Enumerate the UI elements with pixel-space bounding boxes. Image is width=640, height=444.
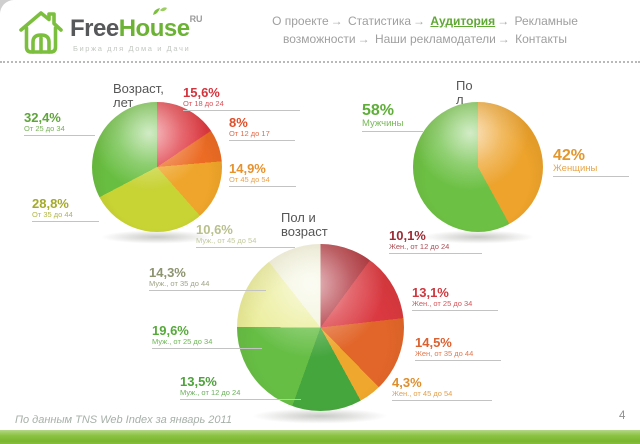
pie-label-men-45-54: 10,6% Муж., от 45 до 54 (196, 223, 295, 248)
house-logo-icon (19, 11, 63, 54)
nav-arrow-icon: → (497, 31, 510, 46)
nav-item-ad-options[interactable]: Рекламные возможности (283, 14, 578, 46)
nav-arrow-icon: → (330, 14, 343, 28)
pie-shadow (250, 408, 390, 424)
pie-label-women-35-44: 14,5% Жен, от 35 до 44 (415, 336, 501, 361)
chart-title-gender-age: Пол и возраст (281, 210, 328, 239)
pie-chart-gender-age (237, 244, 404, 411)
main-nav: О проекте → Статистика → Аудитория → Реклам… (235, 13, 615, 48)
pie-label-age-12-17: 8% От 12 до 17 (229, 116, 295, 141)
dotted-divider (0, 61, 640, 63)
pie-shadow (420, 230, 536, 244)
pie-label-women-25-34: 13,1% Жен., от 25 до 34 (412, 286, 498, 311)
pie-label-women: 42% Женщины (553, 148, 629, 177)
nav-arrow-icon: → (497, 14, 510, 28)
pie-label-women-45-54: 4,3% Жен., от 45 до 54 (392, 376, 492, 401)
pie-label-age-35-44: 28,8% От 35 до 44 (32, 197, 99, 222)
chart-title-gender: Пол (456, 78, 473, 107)
nav-item-contacts[interactable]: Контакты (515, 31, 567, 46)
page-number: 4 (619, 410, 626, 422)
pie-chart-gender (413, 102, 543, 232)
brand-free: Free (70, 15, 119, 42)
pie-label-women-12-24: 10,1% Жен., от 12 до 24 (389, 229, 482, 254)
pie-label-men-12-24: 13,5% Муж., от 12 до 24 (180, 375, 301, 400)
nav-arrow-icon: → (357, 31, 370, 46)
nav-item-audience[interactable]: Аудитория (430, 14, 496, 28)
pie-label-age-45-54: 14,9% От 45 до 54 (229, 162, 296, 187)
leaf-icon (152, 7, 167, 15)
pie-shadow (99, 230, 215, 244)
nav-arrow-icon: → (413, 14, 426, 28)
nav-item-advertisers[interactable]: Наши рекламодатели (374, 31, 496, 46)
brand-tagline: Биржа для Дома и Дачи (73, 44, 191, 53)
pie-chart-age (92, 102, 222, 232)
nav-item-statistics[interactable]: Статистика (348, 14, 412, 28)
pie-label-age-25-34: 32,4% От 25 до 34 (24, 111, 95, 136)
pie-label-men-35-44: 14,3% Муж., от 35 до 44 (149, 266, 266, 291)
pie-label-men-25-34: 19,6% Муж., от 25 до 34 (152, 324, 262, 349)
bottom-green-bar (0, 430, 640, 444)
pie-label-men: 58% Мужчины (362, 103, 423, 132)
chart-title-age: Возраст, лет (113, 81, 164, 110)
brand-wordmark: FreeHouse RU (70, 7, 203, 43)
brand-house: House (119, 7, 190, 42)
pie-label-age-18-24: 15,6% От 18 до 24 (183, 86, 300, 111)
source-note: По данным TNS Web Index за январь 2011 (15, 414, 232, 426)
nav-item-about[interactable]: О проекте (272, 14, 329, 28)
brand-tld: RU (189, 14, 203, 24)
